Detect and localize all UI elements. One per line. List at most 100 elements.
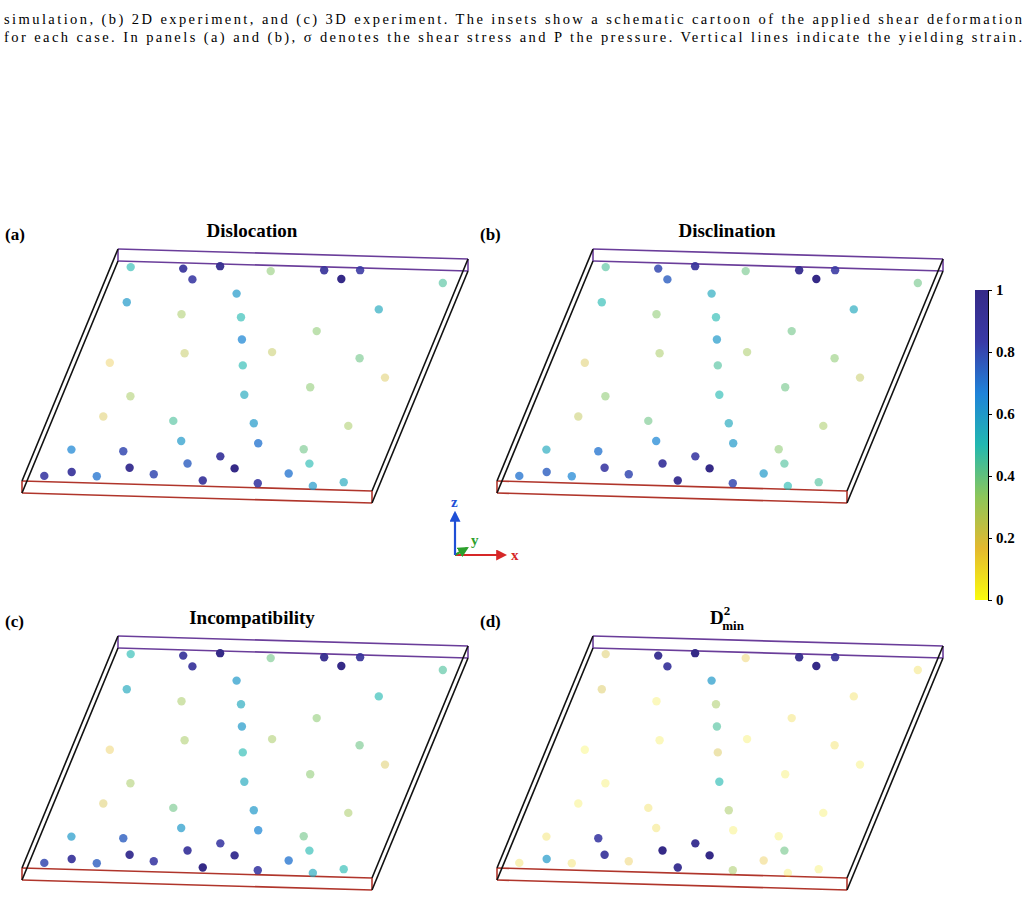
box-side-edge (372, 271, 468, 503)
particle (743, 348, 751, 356)
box-side-edge (847, 658, 943, 890)
box-bottom-edge (497, 880, 847, 890)
panel-letter: (b) (480, 225, 501, 244)
particle (237, 313, 245, 321)
particle (216, 452, 224, 460)
panel: (a) Dislocation (5, 220, 468, 503)
particle (320, 653, 328, 661)
particle (601, 392, 609, 400)
colorbar-tick: 1 (988, 282, 1004, 298)
particle (729, 866, 737, 874)
particle (644, 417, 652, 425)
particle (179, 264, 187, 272)
particle (780, 846, 788, 854)
panel-letter: (d) (480, 612, 501, 631)
box-side-edge (847, 271, 943, 503)
points (40, 262, 447, 490)
particle (707, 676, 715, 684)
box-bottom-edge (497, 481, 847, 491)
box-side-edge (497, 636, 593, 868)
particle (581, 359, 589, 367)
particle (655, 349, 663, 357)
particle (177, 437, 185, 445)
particle (781, 383, 789, 391)
particle (714, 361, 722, 369)
particle (819, 422, 827, 430)
box-top-edge (118, 636, 468, 646)
particle (914, 666, 922, 674)
particle (356, 653, 364, 661)
particle (150, 857, 158, 865)
colorbar-tick-mark (988, 352, 992, 353)
particle (340, 865, 348, 873)
colorbar-tick: 0.8 (988, 344, 1015, 360)
particle (313, 714, 321, 722)
panel-title: Dislocation (207, 220, 298, 241)
particle (340, 478, 348, 486)
particle (180, 736, 188, 744)
particle (784, 482, 792, 490)
particle (344, 422, 352, 430)
particle (691, 452, 699, 460)
particle (267, 267, 275, 275)
particle (126, 392, 134, 400)
panel-letter: (a) (5, 225, 25, 244)
particle (812, 662, 820, 670)
particle (830, 354, 838, 362)
particle (725, 806, 733, 814)
particle (581, 746, 589, 754)
particle (305, 846, 313, 854)
particle (67, 855, 75, 863)
particle (93, 859, 101, 867)
particle (99, 412, 107, 420)
particle (125, 851, 133, 859)
particle (715, 391, 723, 399)
triad-label: y (471, 532, 479, 548)
particle (250, 806, 258, 814)
particle (126, 779, 134, 787)
particle (714, 748, 722, 756)
particle (177, 824, 185, 832)
particle (238, 335, 246, 343)
box-side-edge (847, 646, 943, 878)
box-top-edge (593, 249, 943, 259)
particle (775, 832, 783, 840)
particle (237, 700, 245, 708)
particle (199, 476, 207, 484)
particle (239, 748, 247, 756)
particle (337, 275, 345, 283)
particle (594, 834, 602, 842)
particle (254, 826, 262, 834)
particle (268, 735, 276, 743)
points (515, 649, 922, 877)
title-subscript: min (722, 618, 744, 633)
particle (625, 470, 633, 478)
colorbar-tick-label: 0.2 (996, 530, 1015, 546)
triad-label: z (451, 494, 458, 510)
particle (625, 857, 633, 865)
particle (67, 445, 75, 453)
particle (125, 464, 133, 472)
particle (240, 778, 248, 786)
particle (93, 472, 101, 480)
particle (598, 685, 606, 693)
box-bottom-edge (22, 481, 372, 491)
particle (337, 662, 345, 670)
particle (40, 472, 48, 480)
particle (815, 865, 823, 873)
particle (300, 832, 308, 840)
box-top-edge (593, 636, 943, 646)
particle (313, 327, 321, 335)
particle (691, 839, 699, 847)
box-top-edge (118, 249, 468, 259)
particle (663, 275, 671, 283)
particle (713, 335, 721, 343)
particle (355, 354, 363, 362)
particle (119, 447, 127, 455)
box-bottom-edge (22, 493, 372, 503)
figure: simulation, (b) 2D experiment, and (c) 3… (0, 0, 1029, 923)
particle (795, 653, 803, 661)
particle (743, 735, 751, 743)
particle (99, 799, 107, 807)
box-bottom-edge (22, 868, 372, 878)
